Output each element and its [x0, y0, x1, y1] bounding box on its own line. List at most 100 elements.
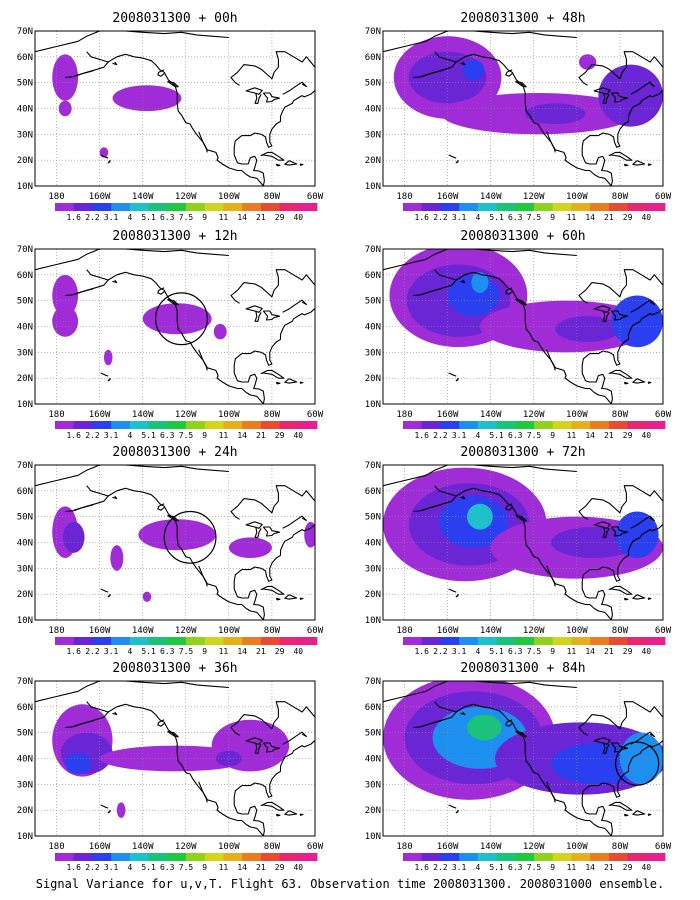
colorbar-label: 2.2: [433, 431, 448, 440]
colorbar-label: 7.5: [527, 647, 542, 656]
coastline: [546, 349, 556, 371]
coastline: [515, 298, 527, 306]
lat-tick-label: 10N: [365, 616, 381, 626]
lat-tick-label: 10N: [365, 400, 381, 410]
colorbar-swatch: [186, 203, 206, 211]
colorbar-swatch: [515, 637, 535, 645]
map-frame: [34, 30, 316, 187]
coastline: [254, 310, 262, 322]
variance-contour: [525, 103, 586, 124]
lat-tick-label: 30N: [17, 564, 33, 574]
colorbar-swatch: [534, 637, 554, 645]
map-panel: 2008031300 + 00h 70N 60N 50N 40N 30N 20N 10N 180…: [17, 11, 324, 222]
coastline: [282, 299, 307, 313]
coastline: [262, 310, 281, 321]
coastline: [65, 504, 94, 513]
lon-tick-label: 120W: [175, 842, 197, 852]
colorbar-swatch: [298, 637, 318, 645]
lon-tick-label: 140W: [132, 626, 154, 636]
figure-caption: Signal Variance for u,v,T. Flight 63. Ob…: [0, 873, 700, 892]
coastline: [647, 163, 652, 166]
coastline: [581, 307, 663, 404]
coastline: [630, 81, 655, 95]
variance-contour: [110, 545, 124, 571]
lat-tick-label: 50N: [365, 513, 381, 523]
colorbar-swatch: [223, 853, 243, 861]
coastline: [260, 801, 285, 811]
colorbar-swatch: [440, 853, 460, 861]
coastline: [262, 526, 281, 537]
colorbar-label: 11: [567, 647, 577, 656]
lat-tick-label: 10N: [17, 400, 33, 410]
coastline: [107, 53, 264, 186]
coastline: [623, 163, 629, 167]
coastline: [275, 597, 281, 601]
variance-contour: [52, 274, 79, 317]
map-panel: 2008031300 + 12h 70N 60N 50N 40N 30N 20N 10N 180…: [17, 229, 324, 440]
colorbar-label: 3.1: [104, 431, 119, 440]
coastline: [413, 720, 442, 729]
caption-text: Signal Variance for u,v,T. Flight 63. Ob…: [35, 877, 665, 891]
lon-tick-label: 60W: [655, 842, 672, 852]
colorbar-swatch: [204, 637, 224, 645]
lon-tick-label: 180: [48, 842, 64, 852]
lon-tick-label: 60W: [655, 192, 672, 202]
colorbar-swatch: [496, 203, 516, 211]
coastline: [233, 89, 315, 186]
lat-tick-label: 70N: [17, 461, 33, 471]
map-area: [383, 465, 663, 620]
coastline: [610, 310, 629, 321]
coastline: [284, 810, 298, 816]
lon-tick-label: 140W: [132, 842, 154, 852]
colorbar-label: 14: [585, 647, 595, 656]
variance-contour: [598, 64, 663, 127]
coastline: [632, 160, 646, 166]
colorbar-swatch: [204, 421, 224, 429]
map-panel: 2008031300 + 48h 70N 60N 50N 40N 30N 20N 10N 180…: [365, 11, 672, 222]
colorbar-label: 6.3: [160, 431, 175, 440]
colorbar: 1.6 2.2 3.1 4 5.1 6.3 7.5 9 11 14 21 29 40: [403, 421, 666, 440]
colorbar-swatch: [403, 853, 423, 861]
colorbar-label: 11: [567, 863, 577, 872]
coastline: [299, 381, 304, 384]
colorbar-swatch: [459, 203, 479, 211]
colorbar-swatch: [440, 421, 460, 429]
lon-tick-label: 60W: [307, 626, 324, 636]
colorbar-label: 6.3: [508, 647, 523, 656]
colorbar-swatch: [55, 421, 75, 429]
colorbar-swatch: [73, 203, 93, 211]
coastline: [546, 565, 556, 587]
colorbar-swatch: [242, 421, 262, 429]
coastline: [112, 495, 118, 500]
coastline: [167, 730, 179, 738]
colorbar-label: 1.6: [414, 863, 429, 872]
colorbar-label: 11: [219, 213, 229, 222]
colorbar-swatch: [92, 637, 112, 645]
colorbar: 1.6 2.2 3.1 4 5.1 6.3 7.5 9 11 14 21 29 40: [55, 421, 318, 440]
coastline: [632, 594, 646, 600]
colorbar-swatch: [646, 637, 666, 645]
coastline: [608, 369, 633, 379]
lon-tick-label: 80W: [264, 192, 281, 202]
lon-tick-label: 140W: [132, 410, 154, 420]
lat-tick-label: 30N: [365, 348, 381, 358]
lon-tick-label: 140W: [132, 192, 154, 202]
lat-tick-label: 40N: [17, 755, 33, 765]
colorbar-swatch: [646, 853, 666, 861]
lat-tick-label: 30N: [365, 780, 381, 790]
variance-contour: [215, 750, 242, 767]
coastline: [233, 739, 315, 836]
colorbar-swatch: [129, 637, 149, 645]
colorbar-label: 6.3: [160, 213, 175, 222]
panel-title: 2008031300 + 00h: [112, 11, 237, 26]
coastline: [630, 299, 655, 313]
variance-contour: [228, 537, 272, 559]
coastline: [100, 372, 109, 377]
lat-tick-label: 20N: [365, 806, 381, 816]
lon-tick-label: 160W: [89, 192, 111, 202]
coastline: [581, 523, 663, 620]
map-panel: 2008031300 + 72h 70N 60N 50N 40N 30N 20N 10N 180…: [365, 445, 672, 656]
colorbar-label: 3.1: [452, 863, 467, 872]
lon-tick-label: 180: [396, 842, 412, 852]
observation-circle: [155, 292, 208, 346]
